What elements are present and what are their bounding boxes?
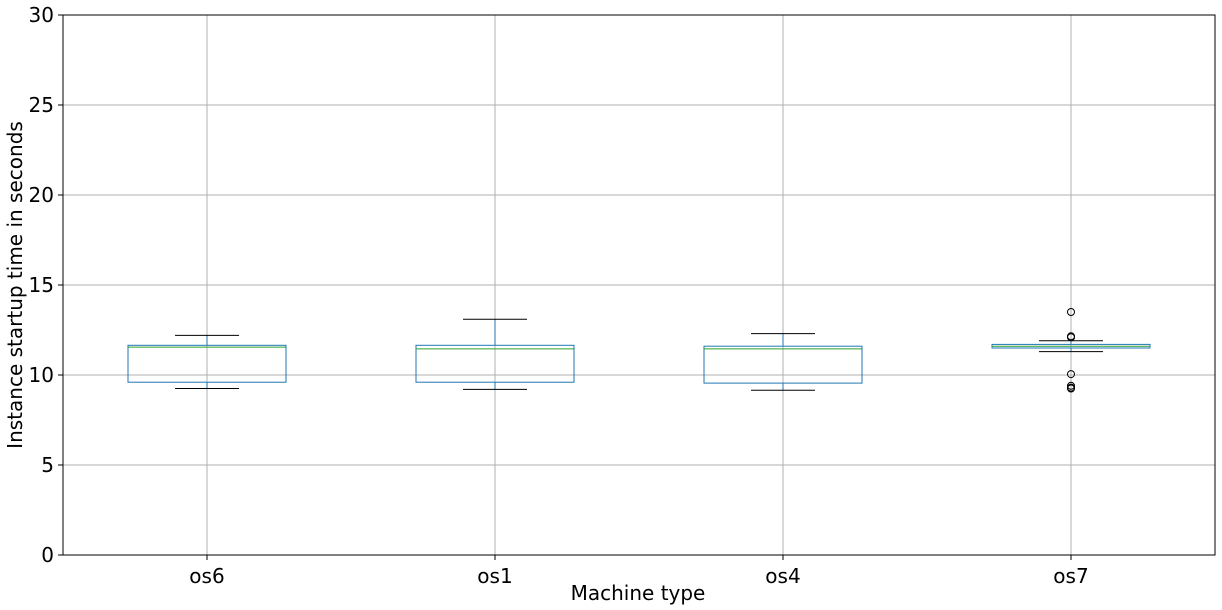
y-tick-label: 15 <box>29 273 54 297</box>
box-os7 <box>991 308 1151 393</box>
box-os6 <box>127 334 287 389</box>
x-tick-label: os4 <box>765 564 800 588</box>
iqr-box <box>703 345 863 384</box>
y-tick-label: 25 <box>29 93 54 117</box>
y-tick-label: 30 <box>29 3 54 27</box>
x-tick-label: os7 <box>1053 564 1088 588</box>
x-tick-label: os1 <box>477 564 512 588</box>
box-os4 <box>703 333 863 391</box>
y-tick-label: 0 <box>41 543 54 567</box>
outlier-point <box>1067 370 1075 379</box>
ticks: 0 5 10 15 20 25 30 os6 os1 os4 os7 <box>29 3 1089 588</box>
y-axis-label: Instance startup time in seconds <box>3 121 27 449</box>
boxes <box>127 308 1151 393</box>
x-axis-label: Machine type <box>571 581 706 605</box>
iqr-box <box>127 344 287 383</box>
y-tick-label: 20 <box>29 183 54 207</box>
box-os1 <box>415 318 575 390</box>
y-tick-label: 10 <box>29 363 54 387</box>
y-tick-label: 5 <box>41 453 54 477</box>
iqr-box <box>415 344 575 383</box>
outlier-point <box>1067 384 1075 393</box>
outlier-point <box>1067 333 1075 342</box>
x-tick-label: os6 <box>189 564 224 588</box>
outlier-point <box>1067 308 1075 316</box>
